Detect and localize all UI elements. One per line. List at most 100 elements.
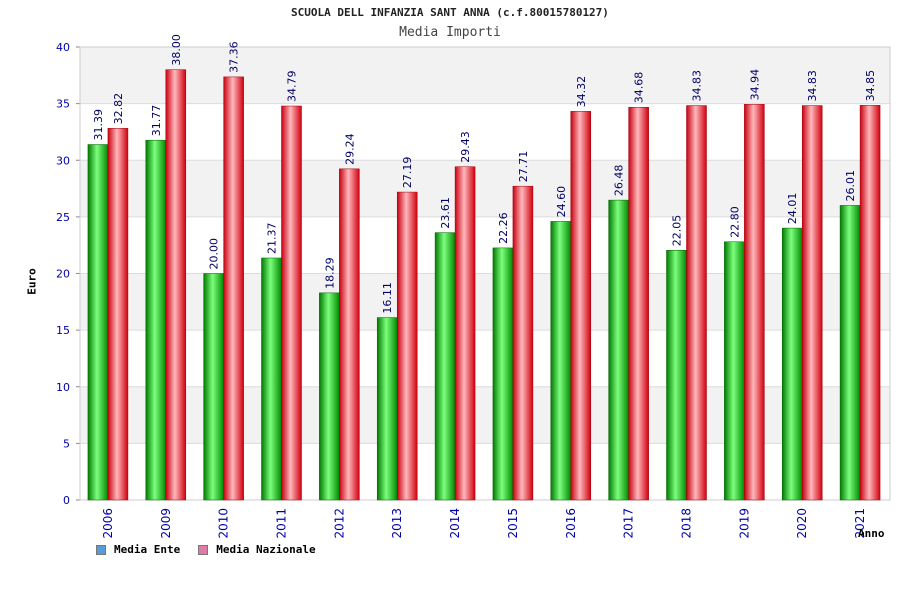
bar-media-ente <box>319 292 340 501</box>
legend-item-media-nazionale: Media Nazionale <box>198 543 316 556</box>
data-label: 26.48 <box>613 165 626 197</box>
data-label: 34.85 <box>864 70 877 102</box>
bar-media-ente <box>839 205 861 501</box>
bar-media-ente <box>203 273 224 501</box>
legend-swatch-media-nazionale <box>198 544 209 555</box>
bar-media-nazionale <box>454 166 476 501</box>
y-tick-label: 5 <box>63 437 70 450</box>
data-label: 34.32 <box>575 76 588 108</box>
y-tick-label: 40 <box>56 41 70 54</box>
bar-media-nazionale <box>512 185 534 501</box>
bar-media-nazionale <box>165 69 187 501</box>
bar-media-ente <box>145 139 167 501</box>
bar-media-nazionale <box>107 128 129 501</box>
data-label: 34.83 <box>806 70 819 102</box>
data-label: 34.68 <box>633 72 646 104</box>
data-label: 22.80 <box>728 206 741 238</box>
data-label: 24.60 <box>555 186 568 218</box>
data-label: 37.36 <box>228 41 241 73</box>
legend-label-media-nazionale: Media Nazionale <box>216 543 316 556</box>
grid-band <box>80 330 890 387</box>
grid-band <box>80 160 890 217</box>
chart-title: SCUOLA DELL INFANZIA SANT ANNA (c.f.8001… <box>291 6 609 19</box>
bar-media-ente <box>781 227 803 501</box>
bar-media-ente <box>376 317 398 501</box>
y-tick-label: 20 <box>56 268 70 281</box>
bar-media-nazionale <box>686 105 707 501</box>
y-tick-label: 30 <box>56 154 70 167</box>
y-tick-label: 35 <box>56 98 70 111</box>
bar-media-nazionale <box>744 104 765 501</box>
y-tick-label: 15 <box>56 324 70 337</box>
data-label: 34.79 <box>286 71 299 103</box>
grid-band <box>80 443 890 500</box>
data-label: 29.43 <box>459 131 472 163</box>
data-label: 24.01 <box>786 193 799 225</box>
x-tick-label: 2018 <box>680 508 694 539</box>
data-label: 34.83 <box>691 70 704 102</box>
bars <box>87 69 881 501</box>
grid-band <box>80 47 890 104</box>
bar-media-nazionale <box>859 105 881 501</box>
bar-media-nazionale <box>223 76 244 501</box>
bar-media-nazionale <box>628 106 649 501</box>
data-label: 20.00 <box>208 238 221 270</box>
x-axis-label: Anno <box>858 527 885 540</box>
grid-band <box>80 216 890 274</box>
data-label: 22.05 <box>671 215 684 247</box>
data-label: 21.37 <box>266 222 279 254</box>
legend-swatch-media-ente <box>96 544 106 555</box>
bar-media-nazionale <box>339 168 360 501</box>
legend-label-media-ente: Media Ente <box>114 543 181 556</box>
x-tick-label: 2020 <box>795 508 809 539</box>
x-tick-label: 2017 <box>622 508 636 539</box>
data-label: 27.19 <box>401 157 414 189</box>
data-label: 38.00 <box>170 34 183 66</box>
x-tick-label: 2021 <box>853 508 867 539</box>
x-tick-label: 2011 <box>275 508 289 539</box>
x-tick-label: 2013 <box>390 508 404 539</box>
grid-band <box>80 273 890 331</box>
y-axis-label: Euro <box>25 268 39 295</box>
x-tick-label: 2010 <box>217 508 231 539</box>
y-tick-label: 0 <box>63 494 70 507</box>
data-label: 34.94 <box>748 69 761 101</box>
x-tick-label: 2015 <box>506 508 520 539</box>
x-tick-label: 2006 <box>101 508 115 539</box>
bar-media-nazionale <box>801 105 823 501</box>
data-label: 16.11 <box>381 282 394 314</box>
bar-media-nazionale <box>396 191 418 501</box>
grid-band <box>80 103 890 161</box>
data-label: 32.82 <box>112 93 125 125</box>
y-tick-label: 10 <box>56 381 70 394</box>
grid-band <box>80 386 890 444</box>
y-tick-label: 25 <box>56 211 70 224</box>
data-label: 31.77 <box>150 105 163 137</box>
data-label: 22.26 <box>497 212 510 244</box>
data-labels: 31.39 32.82 31.77 38.00 20.00 37.36 21.37 34.79… <box>92 34 877 313</box>
bar-media-ente <box>666 250 687 501</box>
data-label: 27.71 <box>517 151 530 183</box>
bar-media-ente <box>434 232 456 501</box>
bar-media-nazionale <box>281 105 302 501</box>
data-label: 26.01 <box>844 170 857 202</box>
x-tick-label: 2009 <box>159 508 173 539</box>
plot-frame <box>79 46 891 501</box>
x-tick-label: 2019 <box>737 508 751 539</box>
data-label: 23.61 <box>439 197 452 229</box>
bar-media-nazionale <box>570 111 592 501</box>
bar-media-ente <box>492 247 514 501</box>
x-tick-label: 2014 <box>448 508 462 539</box>
x-tick-label: 2012 <box>332 508 346 539</box>
bar-media-ente <box>724 241 745 501</box>
data-label: 29.24 <box>343 133 356 165</box>
legend: Media Ente Media Nazionale <box>96 543 316 556</box>
x-tick-label: 2016 <box>564 508 578 539</box>
data-label: 18.29 <box>323 257 336 289</box>
legend-item-media-ente: Media Ente <box>96 543 180 556</box>
data-label: 31.39 <box>92 109 105 141</box>
bar-media-ente <box>608 199 629 501</box>
bar-media-ente <box>550 221 572 501</box>
bar-media-ente <box>261 257 282 501</box>
